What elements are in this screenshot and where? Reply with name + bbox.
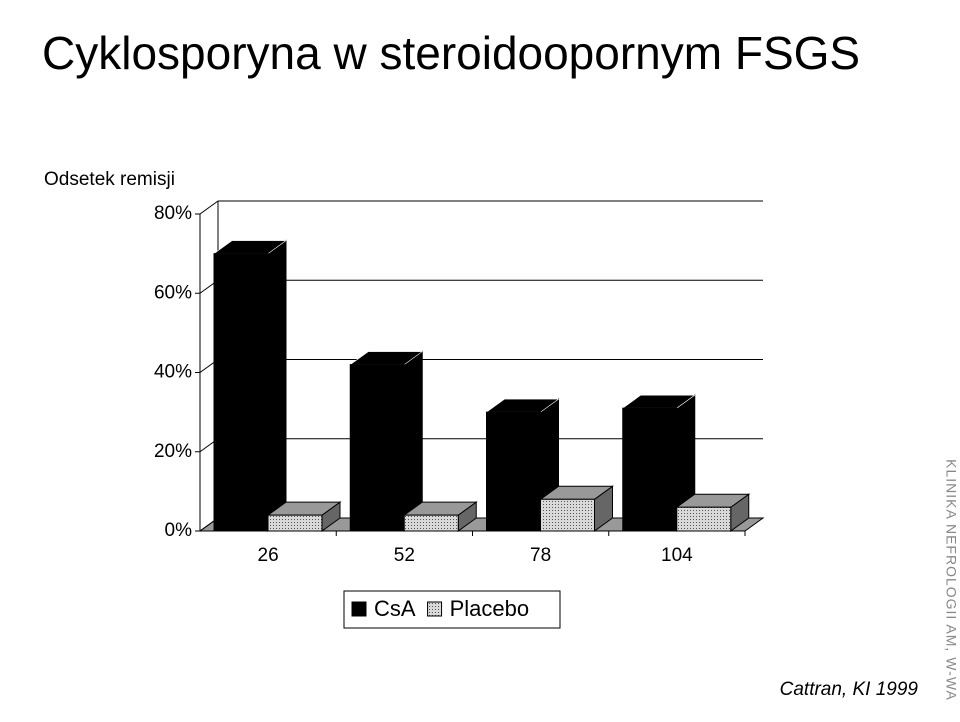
- bar-front: [622, 407, 678, 532]
- y-tick-label: 80%: [154, 203, 192, 224]
- bar: [266, 501, 342, 532]
- legend: CsA Placebo: [343, 590, 561, 629]
- legend-label: Placebo: [450, 596, 530, 621]
- bar: [213, 239, 287, 532]
- y-axis-label: Odsetek remisji: [44, 169, 175, 190]
- grid-diagonal: [199, 200, 219, 215]
- x-tick-label: 52: [394, 545, 415, 566]
- y-tick-label: 0%: [165, 520, 193, 541]
- bar-front: [403, 514, 459, 532]
- citation: Cattran, KI 1999: [780, 679, 919, 700]
- watermark: KLINIKA NEFROLOGII AM, W-WA: [943, 459, 959, 701]
- x-tick-label: 78: [530, 545, 551, 566]
- bar-front: [486, 411, 541, 532]
- bar-front: [267, 514, 323, 532]
- bar: [349, 350, 424, 532]
- bar-front: [540, 498, 595, 532]
- bar: [621, 394, 696, 532]
- legend-box: [343, 590, 561, 629]
- legend-label: CsA: [374, 596, 416, 621]
- y-tick-label: 20%: [154, 441, 192, 462]
- x-tick-label: 104: [661, 545, 693, 566]
- bar-side: [267, 239, 287, 532]
- bar: [402, 501, 478, 532]
- x-tick-label: 26: [258, 545, 279, 566]
- plot: 0% 20% 40% 60% 80% 26 52 78 104 CsA Placebo: [154, 200, 765, 629]
- y-tick-label: 60%: [154, 282, 192, 303]
- bar-front: [349, 364, 405, 532]
- y-tick-label: 40%: [154, 362, 192, 383]
- chart-title: Cyklosporyna w steroidoopornym FSGS: [42, 27, 860, 79]
- legend-swatch: [351, 601, 367, 617]
- bar: [675, 493, 751, 532]
- bar-front: [676, 506, 732, 532]
- bar: [538, 485, 615, 532]
- bar-front: [213, 253, 269, 532]
- legend-swatch: [427, 601, 443, 617]
